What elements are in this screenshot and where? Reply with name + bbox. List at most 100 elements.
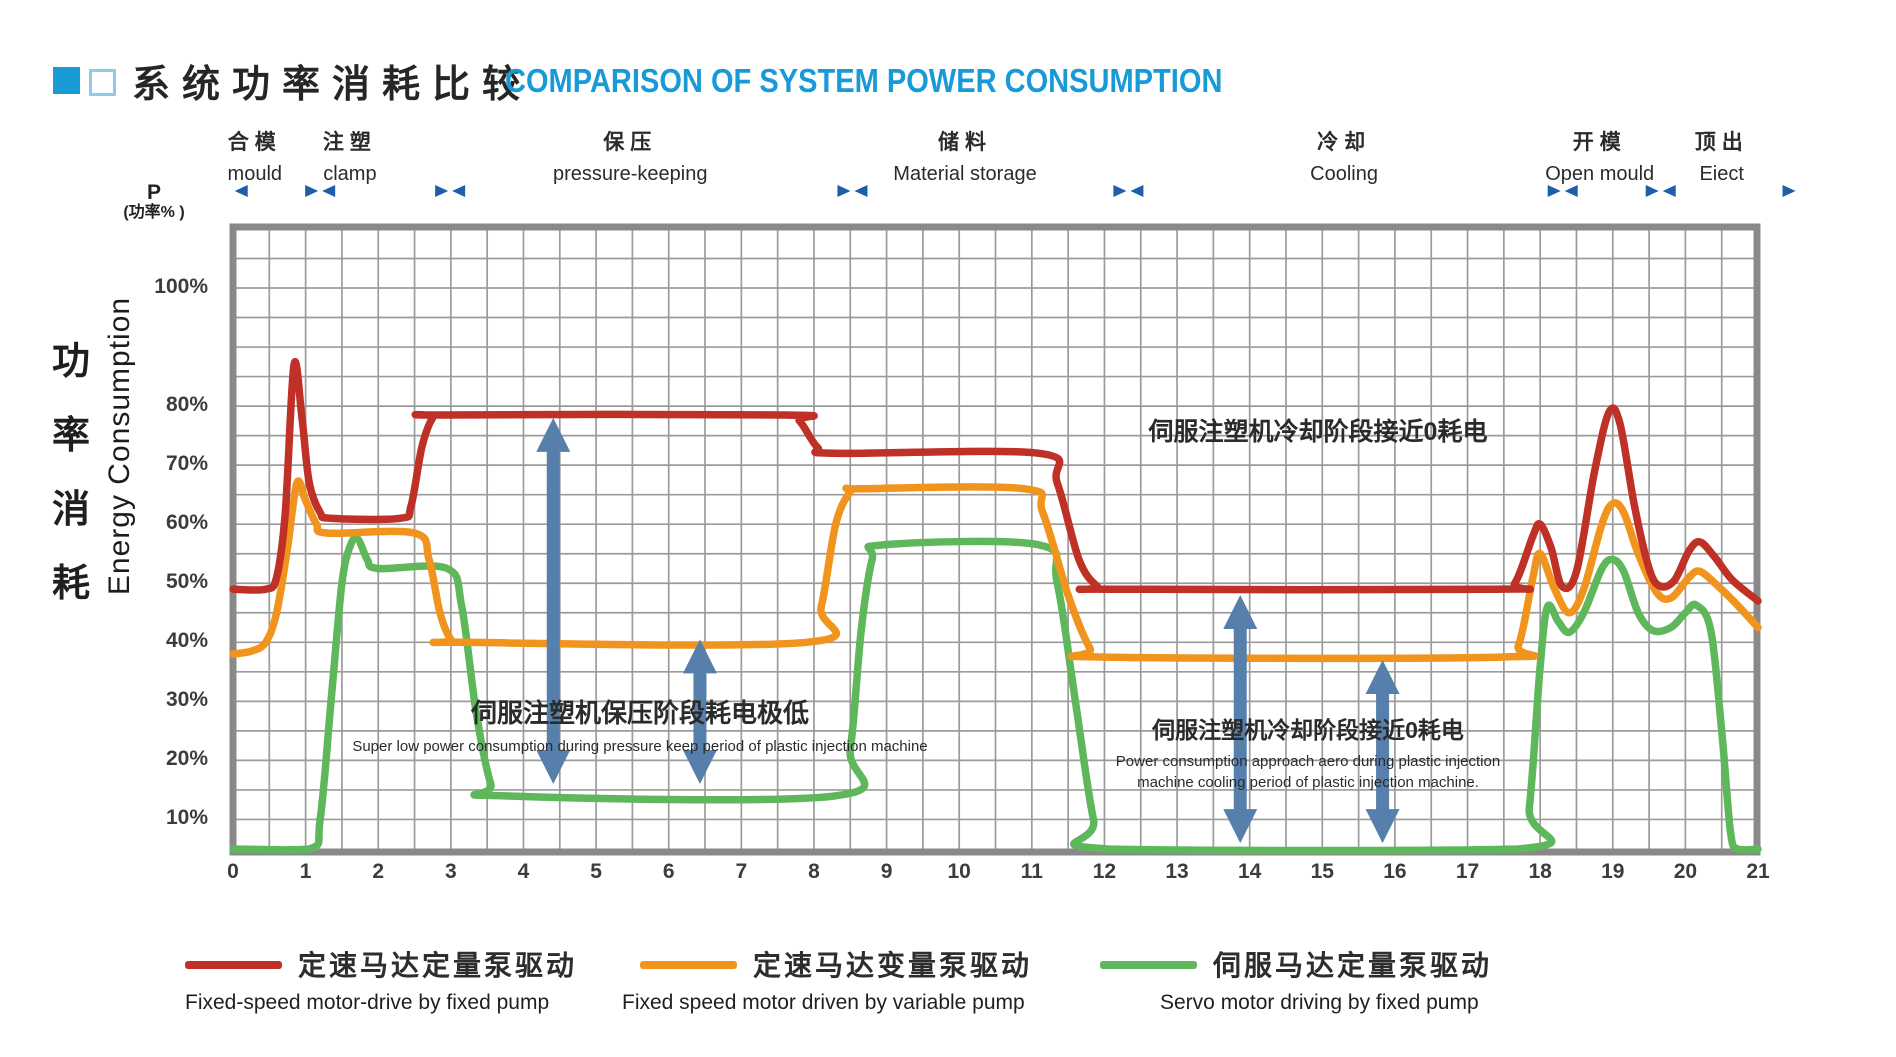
phase-marker-left-icon <box>322 185 336 197</box>
page-title-zh: 系统功率消耗比较 <box>132 64 533 106</box>
phase-label-zh: 合模 <box>227 131 282 154</box>
phase-label: 注塑 clamp <box>323 126 377 186</box>
x-tick-label: 6 <box>662 860 675 883</box>
y-axis-title-zh-char: 功 <box>52 341 91 383</box>
phase-label: 顶出 Eiect <box>1695 126 1749 186</box>
phase-label: 储料 Material storage <box>893 126 1036 186</box>
y-axis-title-zh-char: 率 <box>52 415 91 457</box>
phase-label-en: clamp <box>323 163 377 185</box>
legend-swatch-fixed-pump <box>185 961 282 969</box>
x-tick-label: 5 <box>590 860 602 883</box>
double-arrow-icon <box>1365 660 1400 844</box>
x-tick-label: 20 <box>1673 860 1698 883</box>
annotation-en-line: machine cooling period of plastic inject… <box>1137 774 1479 791</box>
annotation-zh: 伺服注塑机保压阶段耗电极低 <box>470 698 810 728</box>
series-line-fixed-pump <box>229 358 1762 605</box>
legend-label-zh-fixed-pump: 定速马达定量泵驱动 <box>298 950 578 981</box>
series-line-servo <box>229 534 1762 855</box>
legend-swatch-variable-pump <box>640 961 737 969</box>
annotation-en: Super low power consumption during press… <box>352 736 927 757</box>
chart-annotation: 伺服注塑机冷却阶段接近0耗电 <box>1149 412 1488 448</box>
x-tick-label: 15 <box>1310 860 1334 883</box>
x-tick-label: 4 <box>517 860 530 883</box>
legend-label-en-servo: Servo motor driving by fixed pump <box>1160 991 1479 1014</box>
p-unit: (功率% ) <box>123 204 185 221</box>
phase-label-zh: 冷却 <box>1317 131 1372 154</box>
phase-label-zh: 保压 <box>603 131 658 154</box>
phase-label: 保压 pressure-keeping <box>553 126 708 186</box>
p-symbol: P <box>146 181 161 204</box>
y-tick-label: 40% <box>165 629 208 653</box>
annotation-en: Power consumption approach aero during p… <box>1116 751 1500 793</box>
legend-label-en-fixed-pump: Fixed-speed motor-drive by fixed pump <box>185 991 550 1014</box>
x-tick-label: 14 <box>1237 860 1262 883</box>
phase-marker-right-icon <box>305 185 319 197</box>
phase-marker-left-icon <box>1564 185 1578 197</box>
annotation-zh: 伺服注塑机冷却阶段接近0耗电 <box>1148 418 1488 446</box>
phase-marker-right-icon <box>1645 185 1659 197</box>
y-tick-label: 60% <box>165 511 208 535</box>
phase-label-zh: 注塑 <box>322 131 377 154</box>
annotation-zh: 伺服注塑机冷却阶段接近0耗电 <box>1152 717 1464 743</box>
y-tick-label: 20% <box>165 747 208 771</box>
phase-label-en: Material storage <box>893 163 1037 185</box>
y-tick-label: 70% <box>165 452 208 476</box>
double-arrow-icon <box>536 417 571 785</box>
legend-swatch-servo <box>1100 961 1197 969</box>
phase-marker-right-icon <box>1547 185 1561 197</box>
phase-marker-right-icon <box>435 185 449 197</box>
phase-label-zh: 顶出 <box>1694 131 1749 154</box>
y-tick-label: 50% <box>165 570 208 594</box>
title-bullet-filled-icon <box>53 67 80 94</box>
phase-label-zh: 储料 <box>938 131 992 154</box>
legend-label-zh-variable-pump: 定速马达变量泵驱动 <box>753 950 1033 981</box>
y-tick-label: 100% <box>154 275 208 298</box>
x-tick-label: 2 <box>372 860 385 883</box>
page-title-en: COMPARISON OF SYSTEM POWER CONSUMPTION <box>505 62 1223 99</box>
phase-marker-left-icon <box>1662 185 1676 197</box>
annotation-en-line: Super low power consumption during press… <box>352 738 928 755</box>
phase-marker-left-icon <box>854 185 868 197</box>
y-axis-p-label: P (功率% ) <box>98 182 210 222</box>
x-tick-label: 18 <box>1528 860 1552 883</box>
phase-label: 合模 mould <box>228 126 282 186</box>
x-tick-label: 13 <box>1165 860 1189 883</box>
x-tick-label: 7 <box>735 860 748 883</box>
phase-marker-right-icon <box>1113 185 1127 197</box>
x-tick-label: 17 <box>1455 860 1480 883</box>
phase-label: 开模 Open mould <box>1545 126 1654 186</box>
double-arrow-icon <box>682 639 717 785</box>
x-tick-label: 8 <box>808 860 820 883</box>
phase-marker-left-icon <box>234 185 248 197</box>
phase-label-en: Cooling <box>1310 163 1378 185</box>
y-tick-label: 80% <box>165 393 208 417</box>
x-tick-label: 12 <box>1092 860 1117 883</box>
y-axis-title-zh: 功率消耗 <box>52 330 90 607</box>
x-tick-label: 16 <box>1383 860 1407 883</box>
phase-label-en: Eiect <box>1699 163 1744 185</box>
phase-label-zh: 开模 <box>1572 131 1627 154</box>
y-axis-title-zh-char: 耗 <box>52 563 91 605</box>
phase-marker-left-icon <box>1130 185 1144 197</box>
x-tick-label: 3 <box>445 860 457 883</box>
x-tick-label: 1 <box>299 860 312 883</box>
legend-label-en-variable-pump: Fixed speed motor driven by variable pum… <box>622 991 1025 1014</box>
x-tick-label: 9 <box>880 860 893 883</box>
chart-annotation: 伺服注塑机保压阶段耗电极低 Super low power consumption… <box>352 693 927 757</box>
y-tick-label: 30% <box>165 688 208 712</box>
chart-annotation: 伺服注塑机冷却阶段接近0耗电 Power consumption approach… <box>1116 711 1500 793</box>
phase-label-en: mould <box>227 163 283 185</box>
x-tick-label: 11 <box>1020 860 1043 883</box>
x-tick-label: 19 <box>1601 860 1625 883</box>
phase-label: 冷却 Cooling <box>1310 126 1378 186</box>
title-bullet-outline-icon <box>89 69 116 96</box>
phase-marker-right-icon <box>837 185 851 197</box>
x-tick-label: 10 <box>947 860 971 883</box>
double-arrow-icon <box>1223 595 1258 844</box>
legend-label-zh-servo: 伺服马达定量泵驱动 <box>1213 950 1493 981</box>
phase-marker-left-icon <box>452 185 466 197</box>
annotation-en-line: Power consumption approach aero during p… <box>1115 753 1501 770</box>
y-tick-label: 10% <box>165 806 208 830</box>
x-tick-label: 0 <box>227 860 239 883</box>
